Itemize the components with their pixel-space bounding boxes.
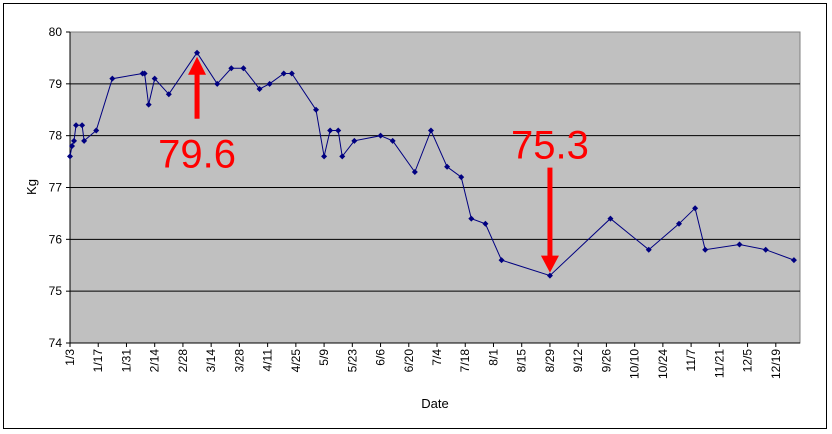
- x-tick-label: 2/28: [176, 349, 190, 373]
- data-point: [288, 70, 295, 77]
- data-point: [546, 272, 553, 279]
- y-axis-title: Kg: [24, 179, 39, 195]
- annotation: 75.3: [511, 124, 589, 273]
- data-point: [389, 137, 396, 144]
- x-tick-label: 9/26: [599, 349, 613, 373]
- x-tick-label: 7/18: [458, 349, 472, 373]
- x-tick-label: 12/5: [741, 349, 755, 373]
- data-point: [427, 127, 434, 134]
- x-tick-label: 8/1: [486, 349, 500, 366]
- annotation-label: 75.3: [511, 124, 589, 168]
- data-point: [444, 163, 451, 170]
- annotation-arrow-shaft: [547, 167, 553, 258]
- annotation-arrow-shaft: [194, 72, 200, 119]
- data-point: [498, 257, 505, 264]
- x-tick-label: 6/20: [402, 349, 416, 373]
- x-tick-label: 8/15: [515, 349, 529, 373]
- x-tick-label: 1/17: [91, 349, 105, 373]
- y-tick-label: 78: [49, 129, 63, 143]
- annotation-label: 79.6: [158, 133, 236, 177]
- y-tick-label: 77: [49, 181, 63, 195]
- data-point: [79, 122, 86, 129]
- data-point: [228, 65, 235, 72]
- y-tick-label: 74: [49, 336, 63, 350]
- y-tick-label: 80: [49, 25, 63, 39]
- data-point: [645, 246, 652, 253]
- data-point: [313, 106, 320, 113]
- data-point: [692, 205, 699, 212]
- x-tick-label: 5/9: [317, 349, 331, 366]
- data-point: [67, 153, 73, 160]
- data-point: [335, 127, 342, 134]
- x-tick-label: 6/6: [374, 349, 388, 366]
- y-tick-label: 79: [49, 77, 63, 91]
- x-tick-label: 3/28: [232, 349, 246, 373]
- data-point: [607, 215, 614, 222]
- data-point: [165, 91, 172, 98]
- x-tick-label: 2/14: [148, 349, 162, 373]
- data-point: [321, 153, 328, 160]
- annotation: 79.6: [158, 56, 236, 177]
- data-point: [468, 215, 475, 222]
- x-axis-title: Date: [421, 396, 448, 411]
- data-point: [256, 86, 263, 93]
- x-tick-label: 1/3: [63, 349, 77, 366]
- x-tick-label: 10/24: [656, 349, 670, 379]
- data-point: [736, 241, 743, 248]
- data-point: [109, 75, 116, 82]
- data-point: [194, 49, 201, 56]
- data-point: [676, 220, 683, 227]
- x-tick-label: 11/7: [684, 349, 698, 372]
- x-tick-label: 12/19: [769, 349, 783, 379]
- data-point: [145, 101, 152, 108]
- annotation-arrowhead: [540, 255, 559, 273]
- data-point: [280, 70, 287, 77]
- data-point: [327, 127, 334, 134]
- x-tick-label: 10/10: [628, 349, 642, 379]
- data-point: [411, 168, 418, 175]
- data-point: [702, 246, 709, 253]
- data-point: [482, 220, 489, 227]
- data-point: [141, 70, 148, 77]
- data-point: [762, 246, 769, 253]
- data-point: [240, 65, 247, 72]
- x-tick-label: 9/12: [571, 349, 585, 373]
- y-tick-label: 76: [49, 232, 63, 246]
- data-point: [790, 257, 797, 264]
- y-tick-label: 75: [49, 284, 63, 298]
- x-tick-label: 1/31: [119, 349, 133, 373]
- x-tick-label: 11/21: [712, 349, 726, 378]
- data-point: [214, 80, 221, 87]
- x-tick-label: 7/4: [430, 349, 444, 366]
- data-point: [458, 174, 465, 181]
- data-point: [73, 122, 80, 129]
- data-point: [266, 80, 273, 87]
- data-point: [377, 132, 384, 139]
- data-point: [71, 137, 78, 144]
- data-point: [339, 153, 346, 160]
- data-point: [151, 75, 158, 82]
- annotation-arrowhead: [188, 56, 207, 75]
- data-point: [93, 127, 100, 134]
- data-point: [351, 137, 358, 144]
- x-tick-label: 4/11: [261, 349, 275, 372]
- data-point: [69, 143, 76, 150]
- data-point: [81, 137, 88, 144]
- x-tick-label: 3/14: [204, 349, 218, 373]
- x-tick-label: 5/23: [345, 349, 359, 373]
- x-tick-label: 8/29: [543, 349, 557, 373]
- x-tick-label: 4/25: [289, 349, 303, 373]
